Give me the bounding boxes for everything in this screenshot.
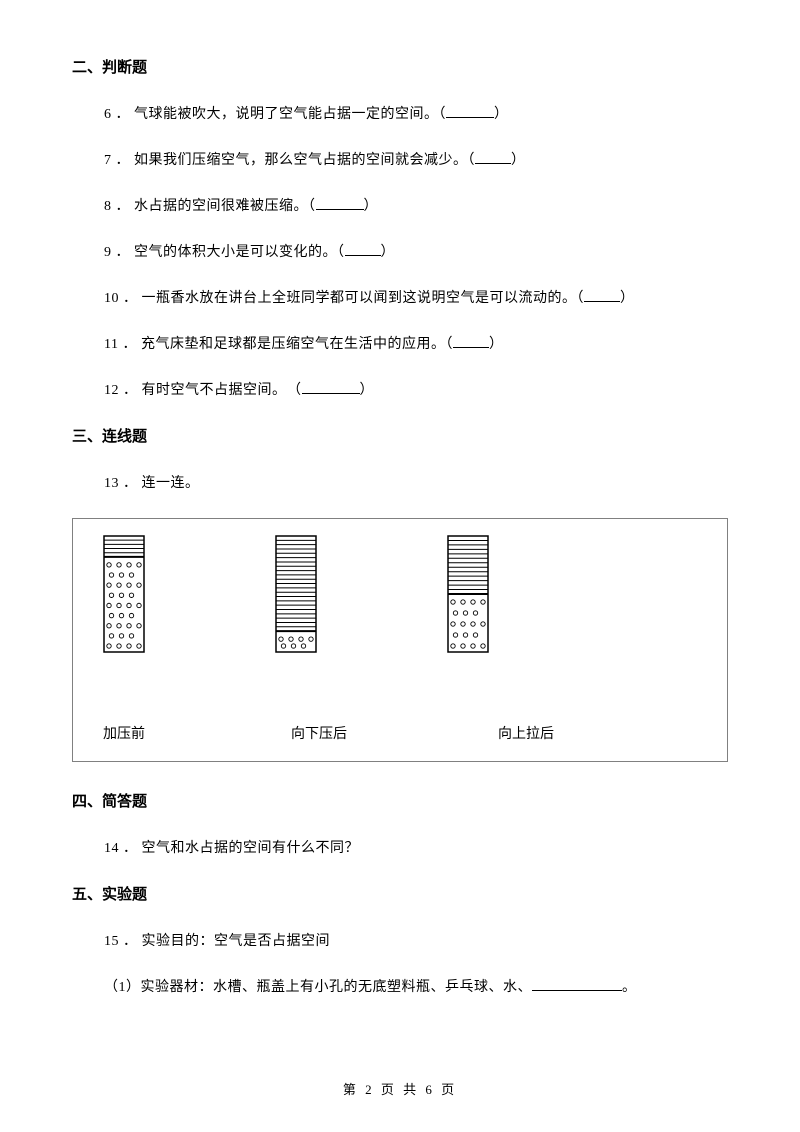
question-15: 15 ． 实验目的：空气是否占据空间 bbox=[104, 930, 728, 950]
q9-blank[interactable] bbox=[345, 242, 381, 256]
section-2-title: 二、判断题 bbox=[72, 56, 728, 77]
q10-num: 10 ． bbox=[104, 291, 138, 306]
q7-blank[interactable] bbox=[475, 150, 511, 164]
q8-tail: ） bbox=[364, 199, 379, 214]
q12-num: 12 ． bbox=[104, 383, 138, 398]
question-12: 12 ． 有时空气不占据空间。 （ ） bbox=[104, 379, 728, 399]
q6-tail: ） bbox=[494, 107, 509, 122]
question-6: 6 ． 气球能被吹大，说明了空气能占据一定的空间。（ ） bbox=[104, 103, 728, 123]
section-4-title: 四、简答题 bbox=[72, 790, 728, 811]
q6-num: 6 ． bbox=[104, 107, 130, 122]
q6-blank[interactable] bbox=[446, 104, 494, 118]
question-11: 11 ． 充气床垫和足球都是压缩空气在生活中的应用。（ ） bbox=[104, 333, 728, 353]
q9-num: 9 ． bbox=[104, 245, 130, 260]
q14-text: 空气和水占据的空间有什么不同？ bbox=[142, 841, 360, 856]
q8-text: 水占据的空间很难被压缩。（ bbox=[134, 199, 316, 214]
question-8: 8 ． 水占据的空间很难被压缩。（ ） bbox=[104, 195, 728, 215]
question-7: 7 ． 如果我们压缩空气，那么空气占据的空间就会减少。（ ） bbox=[104, 149, 728, 169]
question-10: 10 ． 一瓶香水放在讲台上全班同学都可以闻到这说明空气是可以流动的。（ ） bbox=[104, 287, 728, 307]
q12-text: 有时空气不占据空间。 （ bbox=[142, 383, 302, 398]
syringe-1 bbox=[103, 535, 145, 653]
q15-1-tail: 。 bbox=[622, 980, 637, 995]
diagram-container: 加压前 向下压后 向上拉后 bbox=[72, 518, 728, 762]
q15-1-num: （1） bbox=[104, 980, 141, 995]
syringe-2 bbox=[275, 535, 317, 653]
question-13: 13 ． 连一连。 bbox=[104, 472, 728, 492]
question-9: 9 ． 空气的体积大小是可以变化的。（ ） bbox=[104, 241, 728, 261]
syringe-2-label: 向下压后 bbox=[291, 723, 498, 743]
q6-text: 气球能被吹大，说明了空气能占据一定的空间。（ bbox=[134, 107, 446, 122]
section-3-title: 三、连线题 bbox=[72, 425, 728, 446]
syringe-row bbox=[93, 535, 707, 653]
q13-num: 13 ． bbox=[104, 476, 138, 491]
section-5-title: 五、实验题 bbox=[72, 883, 728, 904]
question-14: 14 ． 空气和水占据的空间有什么不同？ bbox=[104, 837, 728, 857]
q11-tail: ） bbox=[489, 337, 504, 352]
q15-1-blank[interactable] bbox=[532, 977, 622, 991]
q8-num: 8 ． bbox=[104, 199, 130, 214]
question-15-1: （1）实验器材：水槽、瓶盖上有小孔的无底塑料瓶、乒乓球、水、 。 bbox=[104, 976, 728, 996]
q7-num: 7 ． bbox=[104, 153, 130, 168]
syringe-3 bbox=[447, 535, 489, 653]
q9-text: 空气的体积大小是可以变化的。（ bbox=[134, 245, 345, 260]
q11-blank[interactable] bbox=[453, 334, 489, 348]
q15-text: 实验目的：空气是否占据空间 bbox=[142, 934, 331, 949]
q13-text: 连一连。 bbox=[142, 476, 200, 491]
syringe-label-row: 加压前 向下压后 向上拉后 bbox=[93, 723, 707, 743]
q10-blank[interactable] bbox=[584, 288, 620, 302]
q9-tail: ） bbox=[381, 245, 396, 260]
syringe-1-label: 加压前 bbox=[103, 723, 291, 743]
q10-tail: ） bbox=[620, 291, 635, 306]
q8-blank[interactable] bbox=[316, 196, 364, 210]
q11-num: 11 ． bbox=[104, 337, 137, 352]
q12-tail: ） bbox=[360, 383, 375, 398]
page-footer: 第 2 页 共 6 页 bbox=[0, 1079, 800, 1098]
q7-tail: ） bbox=[511, 153, 526, 168]
q7-text: 如果我们压缩空气，那么空气占据的空间就会减少。（ bbox=[134, 153, 475, 168]
syringe-3-label: 向上拉后 bbox=[498, 723, 554, 743]
q11-text: 充气床垫和足球都是压缩空气在生活中的应用。（ bbox=[141, 337, 453, 352]
q15-1-text: 实验器材：水槽、瓶盖上有小孔的无底塑料瓶、乒乓球、水、 bbox=[141, 980, 533, 995]
q14-num: 14 ． bbox=[104, 841, 138, 856]
q12-blank[interactable] bbox=[302, 380, 360, 394]
q15-num: 15 ． bbox=[104, 934, 138, 949]
q10-text: 一瓶香水放在讲台上全班同学都可以闻到这说明空气是可以流动的。（ bbox=[142, 291, 585, 306]
